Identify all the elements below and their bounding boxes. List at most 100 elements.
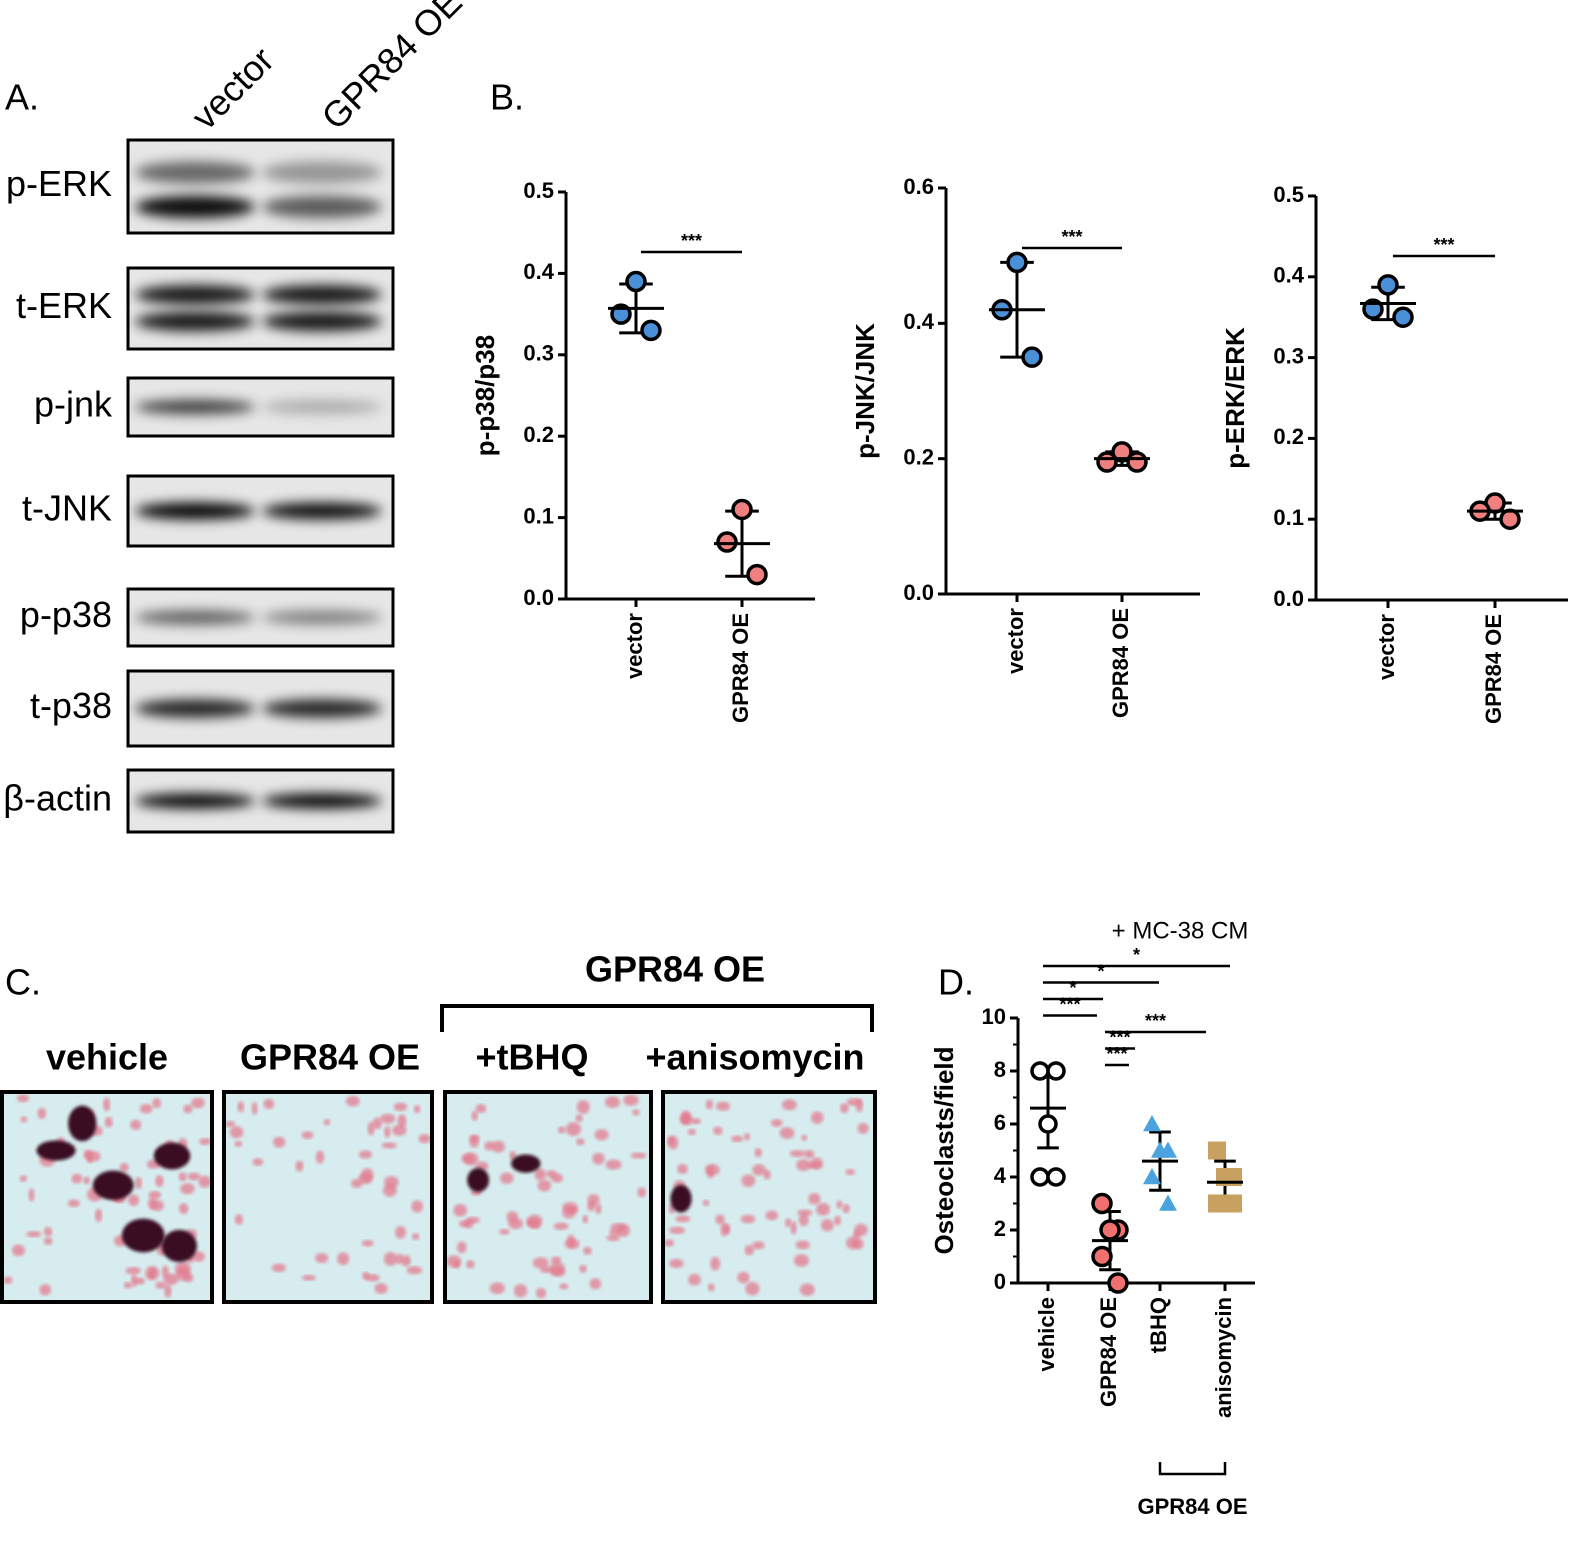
cell [383,1252,398,1266]
significance-label: *** [1059,994,1080,1014]
bracket-label: GPR84 OE [1137,1494,1247,1519]
x-tick-label: GPR84 OE [1481,614,1506,724]
cell [575,1114,584,1122]
cell [43,1237,53,1246]
cell [582,1246,592,1255]
cell [19,1175,28,1182]
cell [632,1109,640,1116]
blot-band [135,161,255,184]
cell [795,1240,810,1250]
group-bracket [440,1004,874,1032]
cell [174,1261,191,1276]
osteoclast [161,1229,197,1263]
cell [16,1094,30,1103]
blot-band [135,699,255,718]
cell [315,1150,325,1164]
x-tick-label: vector [1374,614,1399,680]
cell [605,1096,621,1108]
significance-label: *** [1061,227,1082,247]
point [1107,1272,1129,1294]
cell [273,1136,286,1148]
cell [397,1114,407,1128]
blot-band [135,610,255,625]
cell [83,1176,90,1185]
y-tick-label: 0.2 [903,444,934,469]
cell [384,1125,391,1138]
cell [526,1218,533,1227]
cell [744,1132,751,1141]
cell [737,1271,750,1284]
point [1046,1061,1066,1081]
cell [594,1128,609,1141]
cell [688,1273,701,1286]
cell [374,1283,388,1294]
point [1038,1114,1058,1134]
cell [784,1218,792,1228]
cell [712,1126,723,1136]
cell [842,1204,850,1214]
cell [301,1274,316,1281]
osteoclast [68,1105,97,1142]
cell [605,1159,622,1170]
cell [793,1254,810,1267]
cell [789,1149,806,1158]
cell [155,1281,167,1290]
cell [754,1147,763,1158]
cell [745,1281,760,1296]
cell [637,1187,647,1198]
cell [740,1214,756,1224]
cell [680,1110,691,1124]
cell [715,1101,731,1111]
point [1392,306,1414,328]
point [1030,1167,1050,1187]
cell [489,1282,505,1295]
blot-band [262,285,382,305]
osteoclast [121,1218,165,1253]
cell [845,1168,856,1176]
cell [3,1276,13,1285]
osteoclast [92,1170,134,1200]
cell [225,1121,236,1128]
osteoclast [36,1140,76,1161]
cell [808,1193,821,1205]
cell [199,1137,212,1146]
y-tick-label: 6 [994,1110,1006,1135]
cell [730,1135,744,1143]
cell [475,1104,487,1114]
cell [630,1152,647,1159]
cell [20,1116,28,1123]
blot-row-label: p-ERK [6,163,112,204]
panel-label: D. [938,962,974,1003]
significance-label: *** [1109,1027,1130,1047]
cell [237,1101,245,1113]
blot-band [262,502,382,520]
cell [125,1266,141,1275]
cell [456,1241,467,1254]
point [1208,1194,1226,1213]
cell [779,1127,795,1139]
cell [178,1172,187,1182]
point [1208,1141,1226,1160]
y-axis-label: p-JNK/JNK [850,323,880,459]
image-label: +anisomycin [645,1037,864,1078]
cell [152,1097,162,1109]
cell [741,1174,756,1187]
cell [669,1226,686,1235]
cell [466,1216,480,1224]
blot-frame [126,138,395,235]
cell [393,1102,408,1112]
cell [361,1167,374,1182]
significance-label: * [1097,961,1104,981]
cell [675,1215,691,1223]
cell [770,1118,783,1127]
y-axis-label: p-p38/p38 [470,335,500,456]
point [625,270,647,293]
cell [71,1173,83,1184]
cell [251,1101,258,1115]
panel-label: A. [5,77,39,118]
cell [579,1264,587,1273]
cell [187,1172,201,1181]
x-tick-label: tBHQ [1146,1297,1171,1353]
cell [469,1136,479,1148]
cell [677,1163,688,1175]
